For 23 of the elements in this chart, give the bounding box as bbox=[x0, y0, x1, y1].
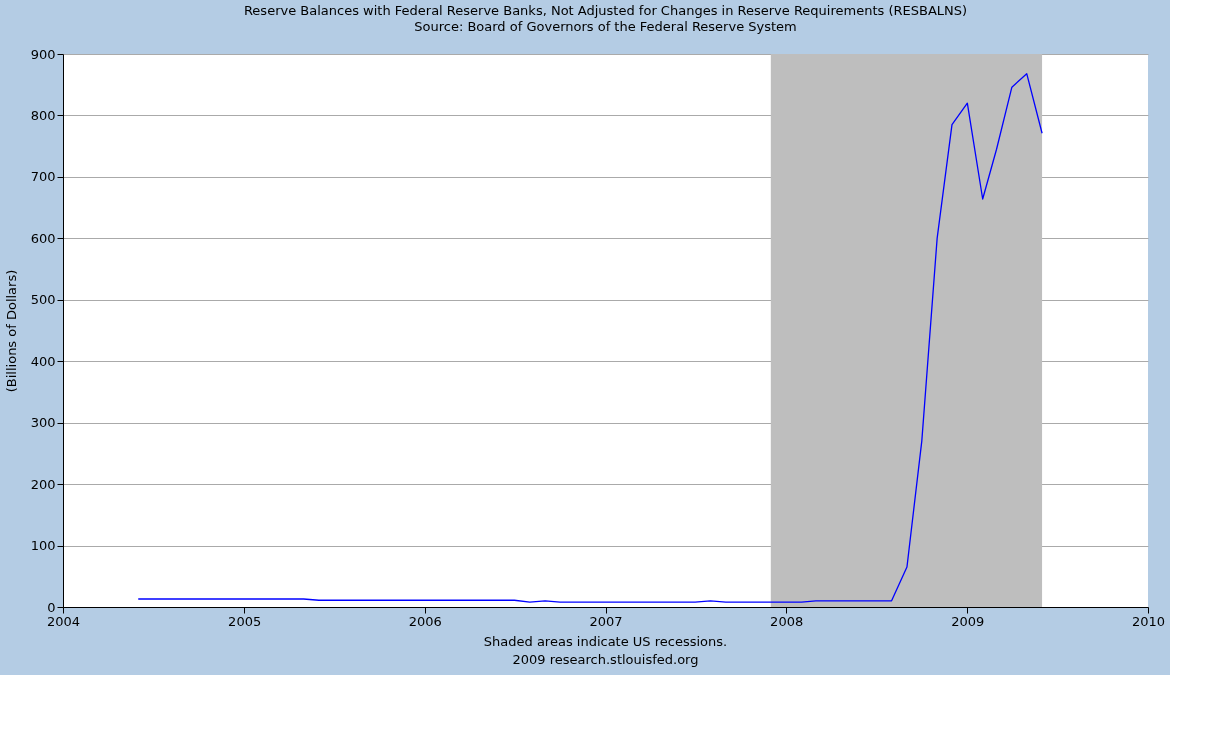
y-axis-title: (Billions of Dollars) bbox=[3, 269, 19, 393]
x-tick-label: 2005 bbox=[228, 613, 262, 629]
y-tick-label: 400 bbox=[30, 353, 56, 369]
x-tick-label: 2004 bbox=[46, 613, 81, 629]
x-tick-label: 2006 bbox=[408, 613, 442, 629]
y-tick-label: 300 bbox=[30, 415, 56, 431]
y-tick-label: 0 bbox=[47, 599, 56, 615]
y-tick-label: 100 bbox=[30, 538, 56, 554]
x-tick-label: 2010 bbox=[1131, 613, 1166, 629]
y-tick-label: 200 bbox=[30, 476, 56, 492]
text: 2009 research.stlouisfed.org bbox=[512, 652, 699, 667]
y-tick-label: 600 bbox=[30, 230, 56, 246]
x-tick-label: 2009 bbox=[951, 613, 985, 629]
y-tick-label: 500 bbox=[30, 292, 56, 308]
line-series bbox=[137, 73, 1043, 603]
chart-title: Reserve Balances with Federal Reserve Banks, Not Adjusted for Changes in Reserve Requirements (RESBALNS) bbox=[243, 3, 968, 18]
chart-subtitle: Source: Board of Governors of the Federal Reserve System bbox=[414, 19, 797, 34]
x-tick-label: 2007 bbox=[589, 613, 623, 629]
x-tick-label: 2008 bbox=[770, 613, 804, 629]
y-tick-label: 900 bbox=[30, 46, 56, 62]
y-tick-label: 800 bbox=[30, 107, 56, 123]
y-tick-label: 700 bbox=[30, 169, 56, 185]
text: Shaded areas indicate US recessions. bbox=[483, 634, 728, 649]
